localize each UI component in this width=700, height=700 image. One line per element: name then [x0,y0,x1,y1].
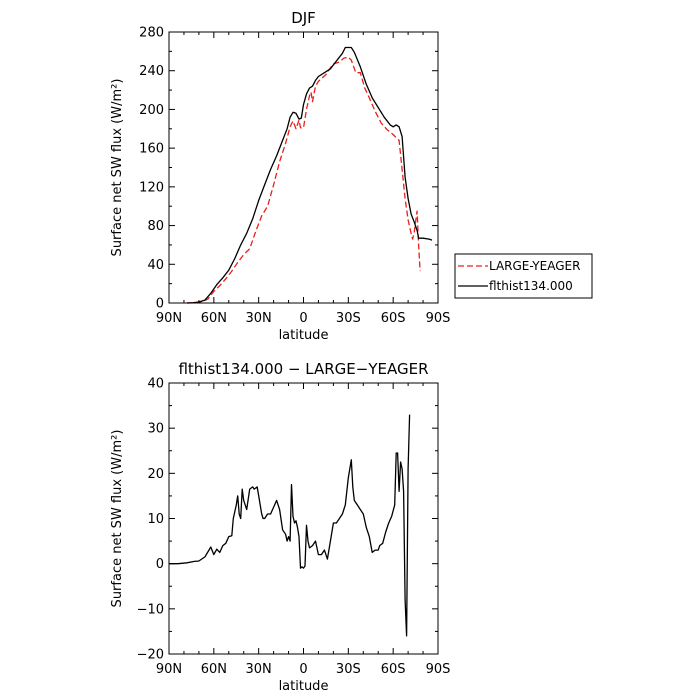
series-lines [169,414,411,637]
y-tick-label: 80 [147,219,164,234]
x-tick-label: 90N [156,662,182,677]
y-tick-label: 30 [147,422,164,437]
legend-label-flthist: flthist134.000 [489,279,573,293]
series-line-0 [169,414,411,637]
y-tick-label: 240 [139,64,164,79]
panel-title: flthist134.000 − LARGE−YEAGER [178,360,428,378]
plot-frame [168,31,439,304]
y-tick-label: 40 [147,377,164,392]
y-tick-label: 200 [139,103,164,118]
x-tick-label: 0 [299,311,307,326]
y-tick-label: 160 [139,142,164,157]
y-tick-label: 0 [156,297,164,312]
x-tick-label: 90N [156,311,182,326]
x-tick-label: 60N [201,662,227,677]
series-line-flthist134-000 [186,46,433,304]
x-tick-label: 60S [381,662,406,677]
legend: LARGE-YEAGER flthist134.000 [454,253,593,299]
x-axis-title: latitude [279,328,329,343]
panel-title: DJF [291,9,316,27]
y-tick-label: 20 [147,467,164,482]
y-axis-title: Surface net SW flux (W/m²) [110,430,125,608]
x-tick-label: 30N [246,662,272,677]
x-tick-labels: 90N 60N 30N 0 30S 60S 90S [156,311,451,326]
y-tick-label: −10 [137,602,164,617]
x-tick-label: 0 [299,662,307,677]
y-tick-labels: 0 40 80 120 160 200 240 280 [139,26,164,312]
x-axis-title: latitude [279,679,329,694]
legend-box [454,253,593,299]
y-tick-label: 280 [139,26,164,41]
x-tick-label: 30N [246,311,272,326]
x-tick-label: 90S [426,662,451,677]
y-tick-labels: −20 −10 0 10 20 30 40 [137,377,164,663]
x-tick-label: 60N [201,311,227,326]
plot-frame [168,382,439,655]
legend-label-large-yeager: LARGE-YEAGER [489,259,580,273]
tick-marks [168,382,439,655]
difference-panel: flthist134.000 − LARGE−YEAGER −20 −10 0 10 2… [110,360,450,694]
y-axis-title: Surface net SW flux (W/m²) [110,79,125,257]
series-line-large-yeager [186,56,421,304]
y-tick-label: 10 [147,512,164,527]
x-tick-labels: 90N 60N 30N 0 30S 60S 90S [156,662,451,677]
tick-marks [168,31,439,304]
y-tick-label: 40 [147,258,164,273]
djf-flux-panel: DJF 0 40 80 120 160 200 240 280 90N 60N 30N 0 30S 60… [110,9,450,343]
series-lines [186,46,433,304]
x-tick-label: 30S [336,662,361,677]
x-tick-label: 30S [336,311,361,326]
x-tick-label: 60S [381,311,406,326]
y-tick-label: 0 [156,557,164,572]
y-tick-label: −20 [137,648,164,663]
x-tick-label: 90S [426,311,451,326]
y-tick-label: 120 [139,180,164,195]
